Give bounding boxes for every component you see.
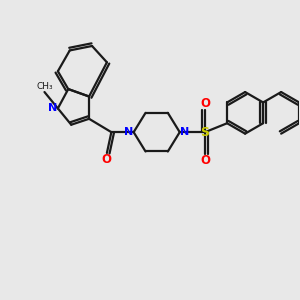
Text: S: S — [200, 126, 209, 139]
Text: CH₃: CH₃ — [36, 82, 53, 91]
Text: N: N — [180, 127, 190, 136]
Text: O: O — [200, 97, 210, 110]
Text: O: O — [200, 154, 210, 167]
Text: N: N — [48, 103, 57, 113]
Text: O: O — [101, 153, 111, 166]
Text: N: N — [124, 127, 133, 136]
